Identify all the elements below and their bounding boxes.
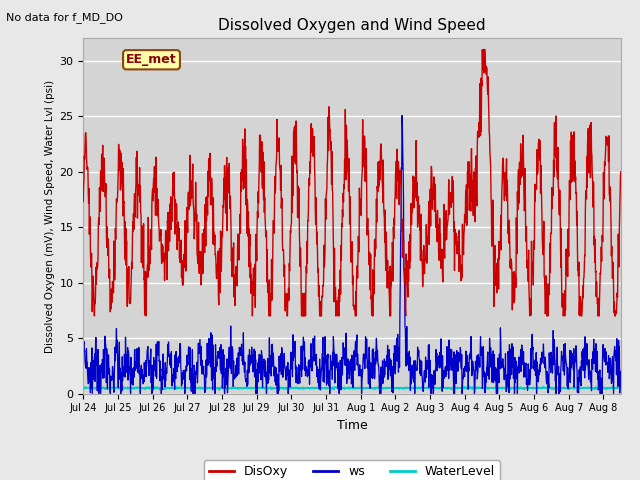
Y-axis label: Dissolved Oxygen (mV), Wind Speed, Water Lvl (psi): Dissolved Oxygen (mV), Wind Speed, Water… — [45, 79, 55, 353]
Legend: DisOxy, ws, WaterLevel: DisOxy, ws, WaterLevel — [204, 460, 500, 480]
Title: Dissolved Oxygen and Wind Speed: Dissolved Oxygen and Wind Speed — [218, 18, 486, 33]
X-axis label: Time: Time — [337, 419, 367, 432]
Text: No data for f_MD_DO: No data for f_MD_DO — [6, 12, 124, 23]
Text: EE_met: EE_met — [126, 53, 177, 66]
